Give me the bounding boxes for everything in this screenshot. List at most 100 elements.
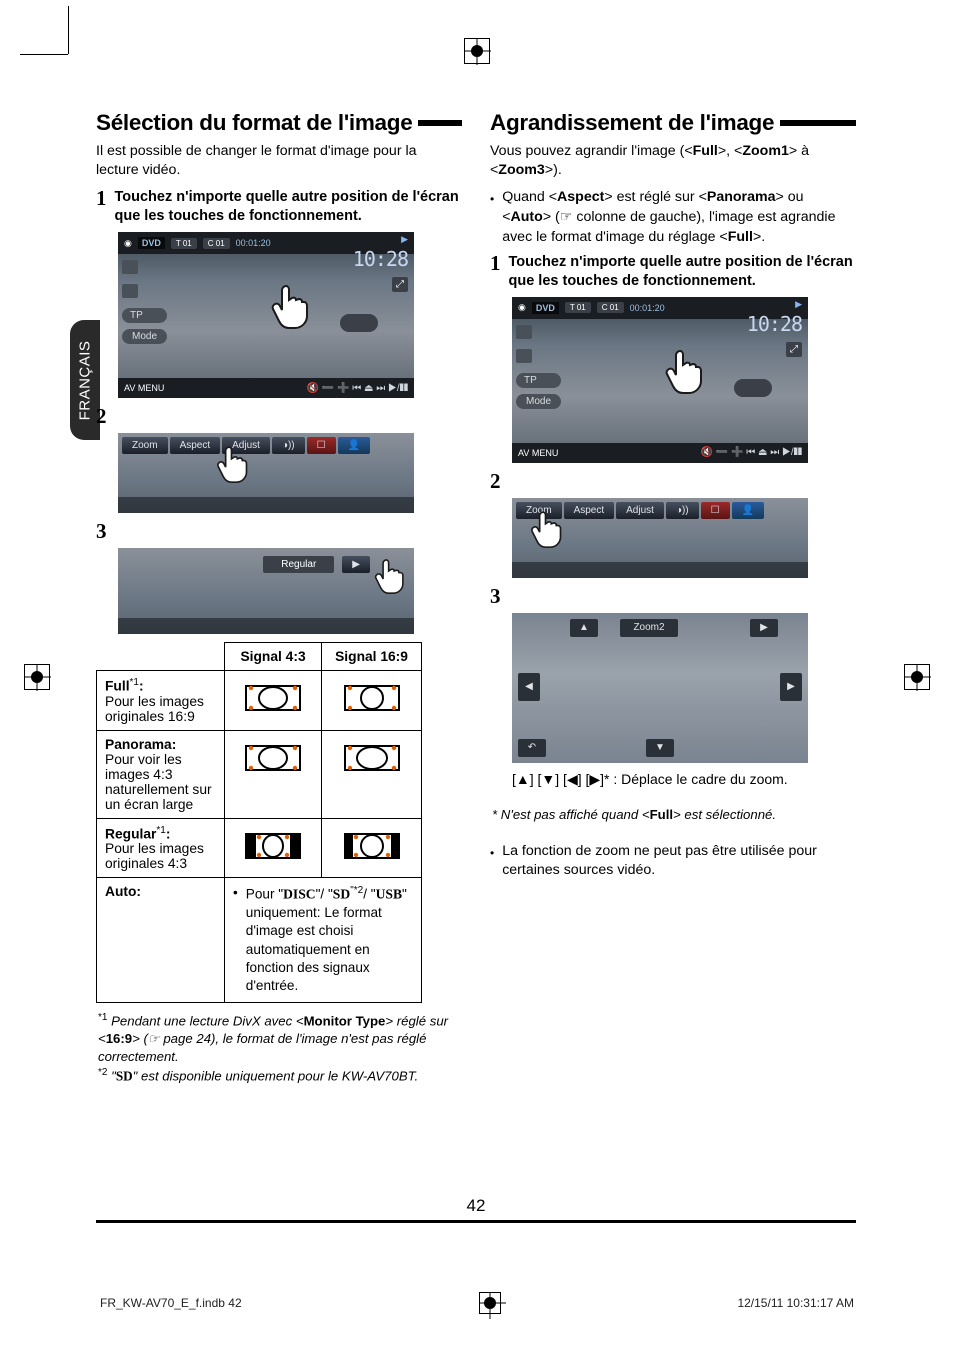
footer-timestamp: 12/15/11 10:31:17 AM	[737, 1296, 854, 1310]
section-aspect: Sélection du format de l'image Il est po…	[96, 110, 462, 1085]
tp-button[interactable]: TP	[516, 373, 561, 388]
registration-mark-bottom	[479, 1292, 501, 1314]
section-zoom-intro: Vous pouvez agrandir l'image (<Full>, <Z…	[490, 142, 856, 180]
angle-button[interactable]: 👤	[732, 502, 764, 519]
clock: 10:28	[353, 247, 408, 271]
loop-button[interactable]	[340, 314, 378, 332]
adjust-button[interactable]: Adjust	[616, 502, 664, 519]
hand-pointer-icon	[662, 345, 710, 395]
subtitle-button[interactable]: ☐	[307, 437, 336, 454]
chapter-indicator: C 01	[597, 302, 624, 313]
footnotes: *1 Pendant une lecture DivX avec <Monito…	[96, 1011, 462, 1085]
aspect-table: Signal 4:3 Signal 16:9 Full*1: Pour les …	[96, 642, 422, 1003]
mode-button[interactable]: Mode	[516, 394, 561, 409]
transport-controls[interactable]: 🔇 ➖ ➕ ⏮ ⏏ ⏭ ▶/❚❚	[307, 383, 408, 394]
language-label: FRANÇAIS	[77, 340, 94, 420]
table-row: Regular*1: Pour les images originales 4:…	[97, 818, 422, 878]
zoom-back-button[interactable]: ↶	[518, 739, 546, 757]
next-button[interactable]: ▶	[342, 556, 370, 573]
aspect-full-43-icon	[233, 677, 313, 719]
aspect-reg-43-icon	[233, 825, 313, 867]
aspect-menu-screenshot: Zoom Aspect Adjust ◑)) ☐ 👤	[118, 433, 414, 513]
print-footer: FR_KW-AV70_E_f.indb 42 12/15/11 10:31:17…	[100, 1292, 854, 1314]
step-number: 3	[96, 521, 107, 542]
step-number: 3	[490, 586, 501, 607]
aspect-reg-169-icon	[330, 825, 413, 867]
step-text: Touchez n'importe quelle autre position …	[115, 188, 463, 226]
zoom-left-button[interactable]: ◀	[518, 673, 540, 701]
arrow-caption: [▲] [▼] [◀] [▶]* : Déplace le cadre du z…	[512, 771, 856, 788]
section-zoom: Agrandissement de l'image Vous pouvez ag…	[490, 110, 856, 1085]
step-number: 1	[490, 253, 501, 291]
registration-mark-left	[24, 664, 50, 690]
disc-icon: ◉	[124, 238, 132, 249]
angle-button[interactable]: 👤	[338, 437, 370, 454]
section-zoom-title: Agrandissement de l'image	[490, 110, 774, 136]
dvd-badge: DVD	[532, 302, 559, 314]
title-indicator: T 01	[171, 238, 197, 249]
transport-controls[interactable]: 🔇 ➖ ➕ ⏮ ⏏ ⏭ ▶/❚❚	[701, 447, 802, 458]
col-169: Signal 16:9	[322, 643, 422, 671]
title-indicator: T 01	[565, 302, 591, 313]
step-number: 1	[96, 188, 107, 226]
elapsed-time: 00:01:20	[630, 303, 665, 313]
chapter-indicator: C 01	[203, 238, 230, 249]
hand-pointer-icon	[528, 506, 568, 550]
step-number: 2	[490, 471, 501, 492]
table-row: Panorama: Pour voir les images 4:3 natur…	[97, 730, 422, 818]
aspect-value: Regular	[263, 556, 334, 573]
step-text: Touchez n'importe quelle autre position …	[509, 253, 857, 291]
audio-button[interactable]: ◑))	[272, 437, 305, 454]
table-row: Full*1: Pour les images originales 16:9	[97, 671, 422, 731]
page-number: 42	[467, 1196, 486, 1216]
zoom-step-3: 3	[490, 586, 856, 607]
side-icon[interactable]	[516, 349, 532, 363]
overlay-toggle-icon[interactable]: ⤢	[392, 277, 408, 292]
side-icon[interactable]	[516, 325, 532, 339]
hand-pointer-icon	[214, 441, 254, 485]
subtitle-button[interactable]: ☐	[701, 502, 730, 519]
zoom-step-2: 2	[490, 471, 856, 492]
hand-pointer-icon	[268, 280, 316, 330]
aspect-step-1: 1 Touchez n'importe quelle autre positio…	[96, 188, 462, 226]
zoom-step-1: 1 Touchez n'importe quelle autre positio…	[490, 253, 856, 291]
zoom-level: Zoom2	[620, 619, 678, 637]
disc-icon: ◉	[518, 302, 526, 313]
aspect-select-screenshot: Regular ▶	[118, 548, 414, 634]
page-rule	[96, 1220, 856, 1223]
aspect-pano-43-icon	[233, 737, 313, 779]
overlay-toggle-icon[interactable]: ⤢	[786, 342, 802, 357]
tp-button[interactable]: TP	[122, 308, 167, 323]
zoom-up-button[interactable]: ▲	[570, 619, 598, 637]
playback-screenshot: ◉ DVD T 01 C 01 00:01:20 ▶ 10:28 ⤢ TP Mo…	[118, 232, 414, 398]
aspect-button[interactable]: Aspect	[170, 437, 221, 454]
zoom-limitation: • La fonction de zoom ne peut pas être u…	[490, 842, 856, 881]
registration-mark-top	[464, 38, 490, 64]
zoom-right-button[interactable]: ▶	[780, 673, 802, 701]
av-menu-button[interactable]: AV MENU	[518, 448, 558, 458]
col-43: Signal 4:3	[225, 643, 322, 671]
title-rule	[780, 120, 856, 126]
side-icon[interactable]	[122, 260, 138, 274]
aspect-step-2: 2	[96, 406, 462, 427]
aspect-pano-169-icon	[330, 737, 413, 779]
zoom-down-button[interactable]: ▼	[646, 739, 674, 757]
av-menu-button[interactable]: AV MENU	[124, 383, 164, 393]
clock: 10:28	[747, 312, 802, 336]
section-aspect-title: Sélection du format de l'image	[96, 110, 412, 136]
hand-pointer-icon	[372, 554, 410, 596]
footer-file: FR_KW-AV70_E_f.indb 42	[100, 1296, 242, 1310]
audio-button[interactable]: ◑))	[666, 502, 699, 519]
zoom-button[interactable]: Zoom	[122, 437, 168, 454]
registration-mark-right	[904, 664, 930, 690]
zoom-next-button[interactable]: ▶	[750, 619, 778, 637]
zoom-note: • Quand <Aspect> est réglé sur <Panorama…	[490, 188, 856, 247]
aspect-button[interactable]: Aspect	[564, 502, 615, 519]
zoom-menu-screenshot: Zoom Aspect Adjust ◑)) ☐ 👤	[512, 498, 808, 578]
dvd-badge: DVD	[138, 237, 165, 249]
loop-button[interactable]	[734, 379, 772, 397]
side-icon[interactable]	[122, 284, 138, 298]
aspect-full-169-icon	[330, 677, 413, 719]
aspect-step-3: 3	[96, 521, 462, 542]
mode-button[interactable]: Mode	[122, 329, 167, 344]
